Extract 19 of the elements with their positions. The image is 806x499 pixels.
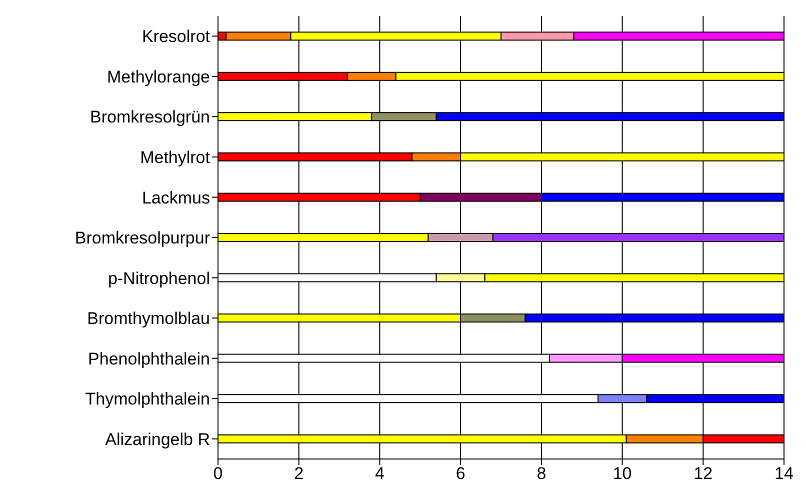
y-tick-label: Lackmus [142,188,210,208]
y-tick-label: Bromkresolpurpur [74,228,210,248]
y-tick-label: Bromkresolgrün [90,108,210,127]
x-tick-label: 6 [456,464,466,484]
y-tick-label: Thymolphthalein [85,390,210,409]
x-tick-label: 14 [774,464,794,484]
x-tick-label: 12 [694,464,713,484]
y-tick-label: Phenolphthalein [88,349,210,368]
y-tick-label: Alizaringelb R [105,430,210,449]
y-tick-label: p-Nitrophenol [108,268,210,288]
y-tick-label: Kresolrot [142,27,210,46]
x-tick-label: 2 [294,464,304,484]
x-tick-label: 0 [213,464,223,484]
x-tick-label: 8 [536,464,546,484]
y-tick-label: Methylrot [140,148,210,167]
x-tick-label: 10 [612,464,632,484]
x-tick-label: 4 [374,464,384,484]
y-tick-label: Bromthymolblau [87,309,210,328]
y-tick-label: Methylorange [106,67,210,86]
